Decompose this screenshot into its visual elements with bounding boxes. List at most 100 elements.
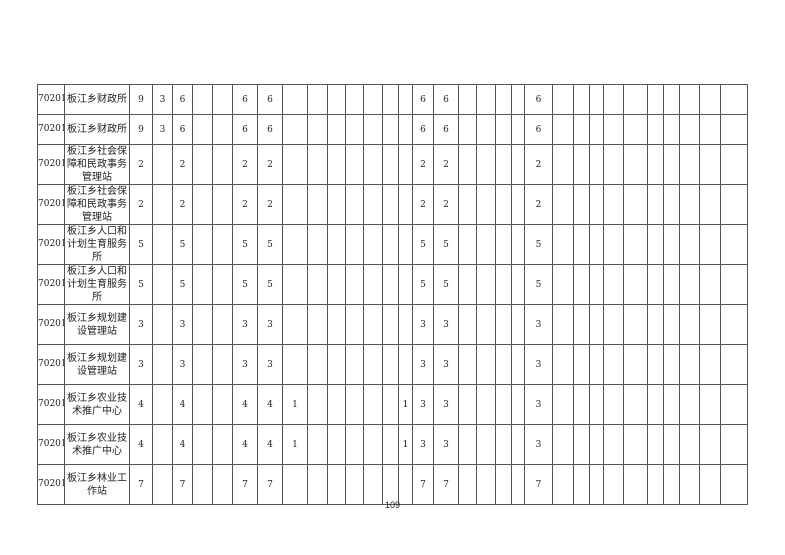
table-cell: [573, 144, 590, 185]
table-cell: [647, 384, 664, 425]
table-cell: 3: [524, 424, 553, 465]
table-cell: [282, 84, 308, 115]
table-cell: [495, 344, 512, 385]
unit-name: 板江乡林业工作站: [64, 464, 130, 505]
table-cell: [552, 114, 574, 145]
table-cell: [699, 84, 721, 115]
table-cell: [382, 304, 399, 345]
table-cell: [192, 114, 213, 145]
table-cell: 7: [433, 464, 459, 505]
table-cell: [589, 84, 604, 115]
table-row: 702016003板江乡社会保障和民政事务管理站2222222: [37, 144, 748, 185]
table-cell: [511, 304, 525, 345]
table-cell: [192, 464, 213, 505]
table-cell: [573, 304, 590, 345]
table-cell: 3: [412, 424, 434, 465]
table-cell: [382, 384, 399, 425]
table-cell: [307, 114, 328, 145]
table-cell: [552, 464, 574, 505]
table-cell: 6: [524, 114, 553, 145]
table-cell: [212, 264, 233, 305]
table-cell: [589, 344, 604, 385]
table-cell: [623, 224, 648, 265]
table-cell: [345, 264, 364, 305]
table-cell: 7: [524, 464, 553, 505]
table-cell: [720, 264, 748, 305]
table-cell: [345, 184, 364, 225]
table-cell: [511, 424, 525, 465]
table-cell: [623, 84, 648, 115]
table-cell: 1: [398, 424, 413, 465]
table-cell: [307, 464, 328, 505]
table-cell: [699, 184, 721, 225]
table-cell: [552, 224, 574, 265]
table-cell: 7: [232, 464, 258, 505]
unit-code: 702016002: [37, 114, 65, 145]
table-cell: [589, 464, 604, 505]
table-cell: 5: [232, 264, 258, 305]
table-cell: 4: [172, 424, 193, 465]
table-cell: [603, 84, 624, 115]
table-cell: [679, 84, 700, 115]
table-cell: [679, 224, 700, 265]
unit-code: 702016005: [37, 344, 65, 385]
table-cell: [663, 144, 680, 185]
table-cell: 4: [232, 384, 258, 425]
table-cell: [720, 304, 748, 345]
table-cell: 5: [129, 264, 153, 305]
table-cell: 2: [232, 184, 258, 225]
table-cell: [663, 384, 680, 425]
table-cell: [663, 114, 680, 145]
table-cell: [623, 344, 648, 385]
table-cell: [382, 224, 399, 265]
table-cell: [511, 464, 525, 505]
table-cell: 3: [433, 384, 459, 425]
table-cell: [476, 344, 496, 385]
table-cell: [603, 464, 624, 505]
table-cell: [458, 264, 477, 305]
table-row: 702016006板江乡农业技术推广中心444411333: [37, 424, 748, 465]
table-cell: [495, 304, 512, 345]
table-cell: [327, 384, 346, 425]
table-cell: 1: [282, 424, 308, 465]
table-cell: [720, 184, 748, 225]
table-cell: 5: [172, 264, 193, 305]
unit-name: 板江乡社会保障和民政事务管理站: [64, 184, 130, 225]
table-cell: [495, 144, 512, 185]
table-cell: [720, 424, 748, 465]
table-cell: [345, 304, 364, 345]
table-cell: [307, 84, 328, 115]
table-cell: [573, 424, 590, 465]
table-cell: [511, 224, 525, 265]
table-cell: [495, 114, 512, 145]
table-cell: [476, 304, 496, 345]
table-cell: [327, 464, 346, 505]
table-cell: [382, 84, 399, 115]
table-cell: 3: [524, 384, 553, 425]
table-cell: [363, 384, 383, 425]
table-cell: [647, 224, 664, 265]
table-cell: [458, 224, 477, 265]
table-cell: [623, 304, 648, 345]
table-cell: [511, 184, 525, 225]
table-cell: 9: [129, 84, 153, 115]
table-cell: [382, 464, 399, 505]
table-cell: 7: [172, 464, 193, 505]
table-cell: 3: [257, 344, 283, 385]
table-cell: [495, 264, 512, 305]
table-cell: [589, 144, 604, 185]
table-cell: [699, 264, 721, 305]
table-cell: 2: [257, 144, 283, 185]
table-cell: [212, 384, 233, 425]
table-cell: [363, 344, 383, 385]
table-row: 702016005板江乡规划建设管理站3333333: [37, 304, 748, 345]
table-cell: 5: [412, 224, 434, 265]
unit-code: 702016006: [37, 424, 65, 465]
table-cell: 3: [433, 424, 459, 465]
table-cell: [552, 384, 574, 425]
table-cell: [699, 344, 721, 385]
table-cell: [699, 224, 721, 265]
table-cell: 6: [433, 84, 459, 115]
table-cell: [589, 114, 604, 145]
unit-name: 板江乡农业技术推广中心: [64, 384, 130, 425]
